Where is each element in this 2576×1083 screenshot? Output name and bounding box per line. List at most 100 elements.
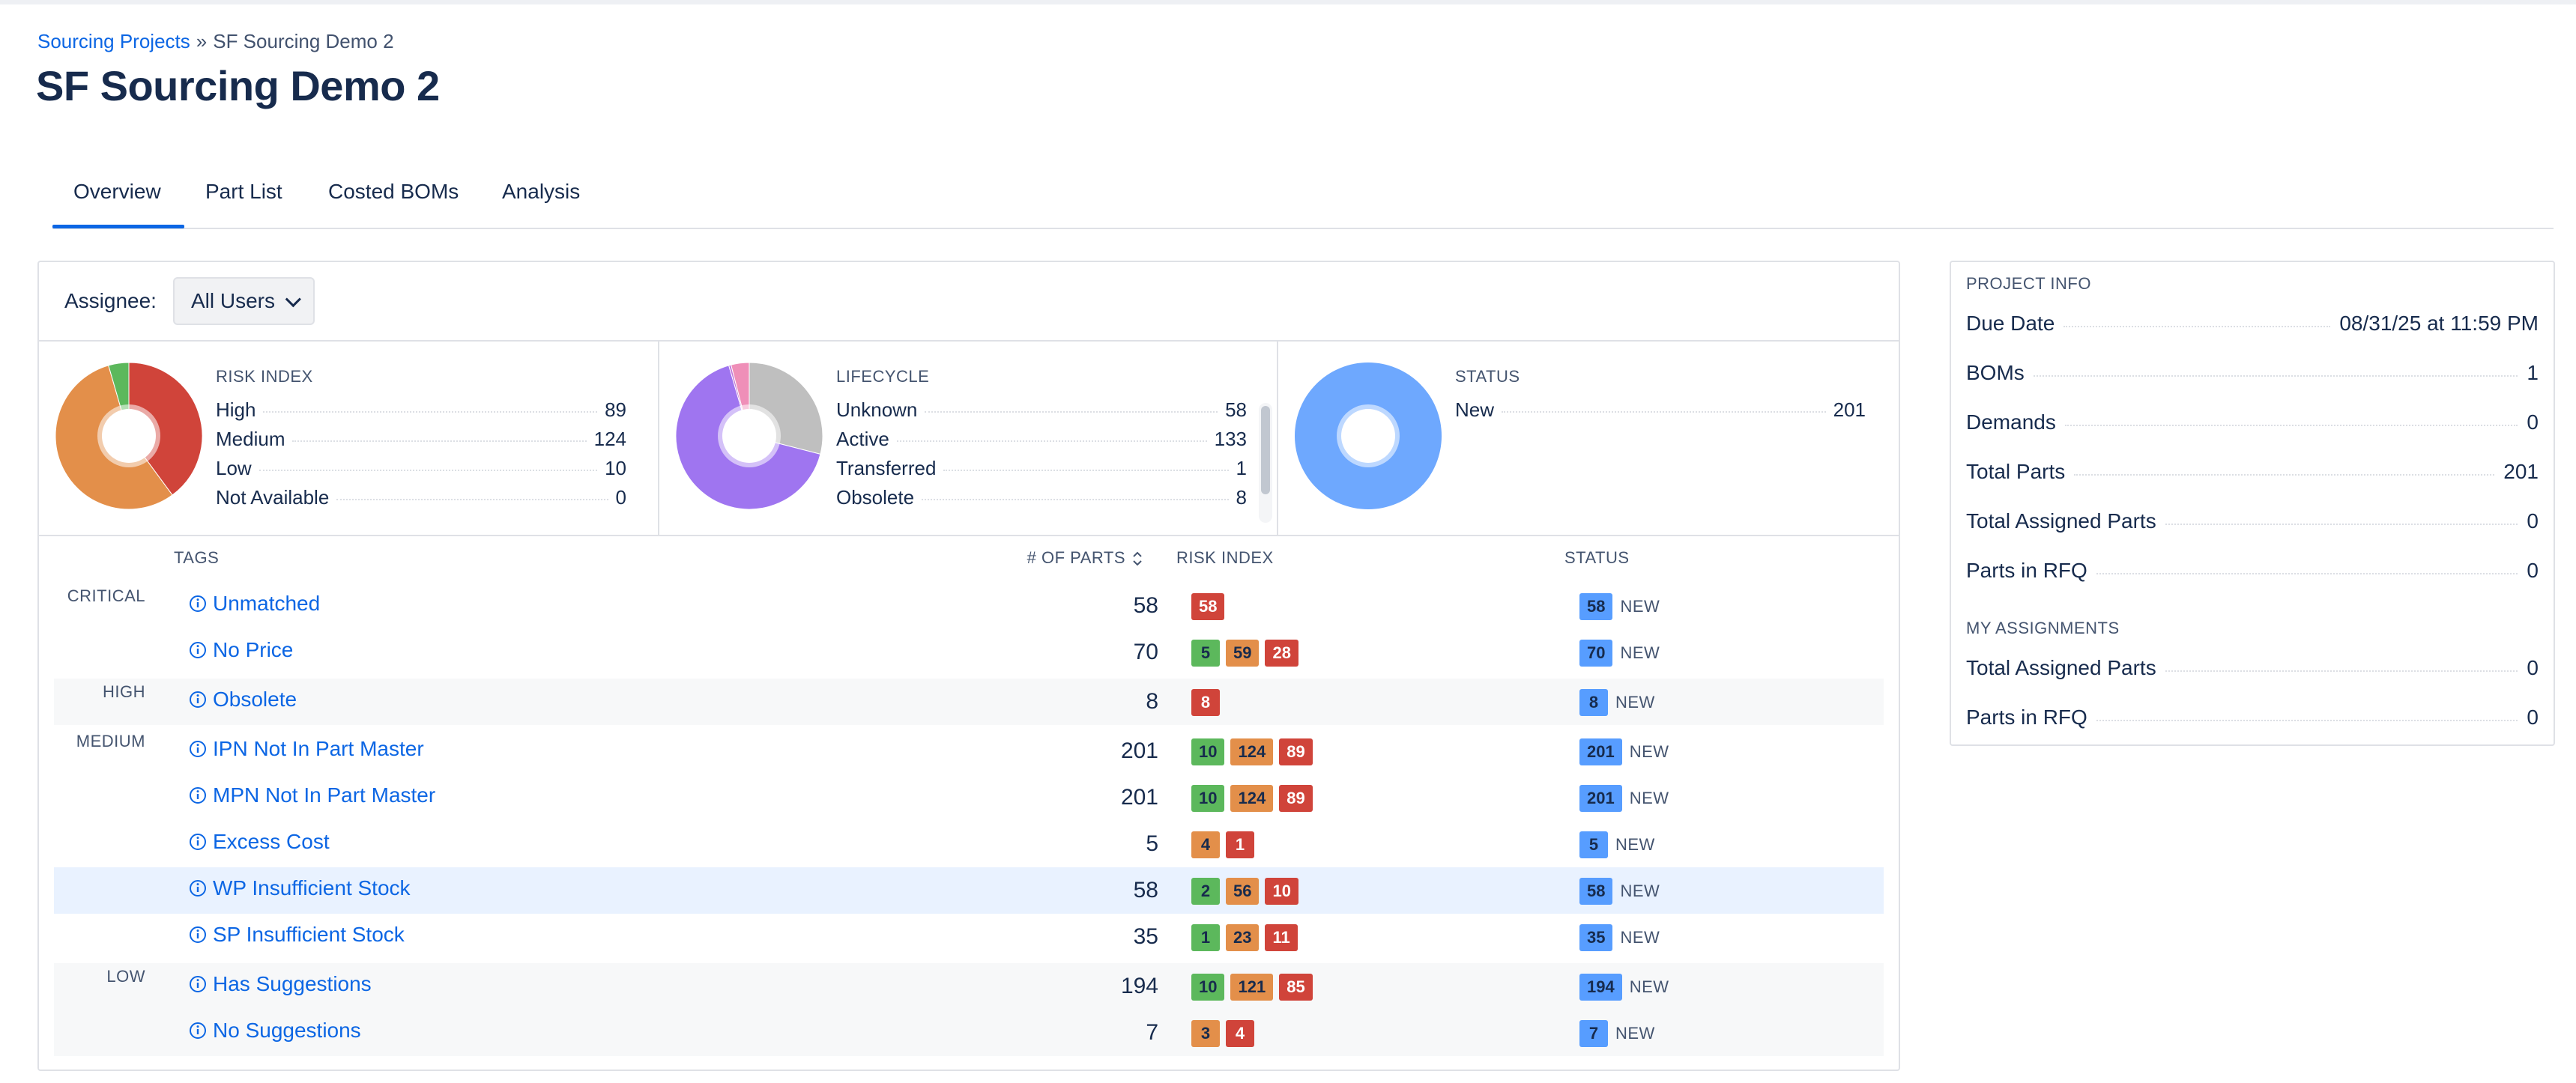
info-circle-icon[interactable]: [189, 1022, 207, 1040]
tag-link[interactable]: IPN Not In Part Master: [189, 737, 424, 761]
risk-badge-red[interactable]: 28: [1265, 640, 1298, 667]
risk-index-legend-row[interactable]: Not Available 0: [216, 483, 626, 512]
tag-link[interactable]: Has Suggestions: [189, 972, 372, 996]
tag-name[interactable]: Excess Cost: [213, 830, 330, 853]
tag-link[interactable]: No Suggestions: [189, 1019, 361, 1043]
tag-link[interactable]: Excess Cost: [189, 830, 330, 854]
risk-badge-red[interactable]: 1: [1226, 831, 1254, 858]
status-legend-row[interactable]: New 201: [1455, 395, 1866, 425]
risk-badge-green[interactable]: 10: [1191, 785, 1225, 812]
breadcrumb-link-sourcing-projects[interactable]: Sourcing Projects: [37, 30, 190, 52]
assignee-select[interactable]: All Users: [172, 277, 315, 325]
tab-part-list[interactable]: Part List: [205, 180, 282, 203]
tag-name[interactable]: No Suggestions: [213, 1019, 361, 1042]
info-circle-icon[interactable]: [189, 833, 207, 851]
risk-index-legend-row[interactable]: High 89: [216, 395, 626, 425]
status-badge[interactable]: 201: [1579, 738, 1622, 765]
table-row[interactable]: No Price 70 5 59 28 70 NEW: [54, 629, 1884, 676]
tag-link[interactable]: No Price: [189, 638, 293, 662]
table-row[interactable]: Excess Cost 5 4 1 5 NEW: [54, 821, 1884, 867]
risk-index-legend-row[interactable]: Medium 124: [216, 425, 626, 454]
project-info-row: BOMs 1: [1966, 358, 2539, 388]
risk-badge-red[interactable]: 11: [1265, 924, 1298, 951]
risk-index-legend-row[interactable]: Low 10: [216, 454, 626, 483]
lifecycle-legend-label: Transferred: [836, 457, 937, 479]
table-row[interactable]: SP Insufficient Stock 35 1 23 11 35 NEW: [54, 914, 1884, 960]
info-circle-icon[interactable]: [189, 740, 207, 758]
risk-badge-green[interactable]: 10: [1191, 738, 1225, 765]
tag-name[interactable]: WP Insufficient Stock: [213, 876, 411, 900]
tag-link[interactable]: MPN Not In Part Master: [189, 783, 435, 807]
tab-analysis[interactable]: Analysis: [502, 180, 581, 203]
status-badge[interactable]: 70: [1579, 640, 1613, 667]
lifecycle-legend-row[interactable]: Transferred 1: [836, 454, 1247, 483]
risk-badge-orange[interactable]: 4: [1191, 831, 1220, 858]
table-row[interactable]: MPN Not In Part Master 201 10 124 89 201 NEW: [54, 774, 1884, 821]
tag-link[interactable]: Unmatched: [189, 592, 320, 616]
dotted-leader: [2074, 474, 2495, 476]
risk-badge-orange[interactable]: 121: [1230, 974, 1274, 1001]
tag-name[interactable]: MPN Not In Part Master: [213, 783, 436, 807]
risk-badge-red[interactable]: 89: [1279, 738, 1313, 765]
risk-badge-red[interactable]: 85: [1279, 974, 1313, 1001]
status-badge[interactable]: 201: [1579, 785, 1622, 812]
status-badge[interactable]: 194: [1579, 974, 1622, 1001]
status-badge[interactable]: 7: [1579, 1020, 1608, 1047]
tag-name[interactable]: Obsolete: [213, 688, 297, 711]
risk-badge-orange[interactable]: 124: [1230, 738, 1274, 765]
risk-badge-red[interactable]: 10: [1265, 878, 1298, 905]
risk-badge-red[interactable]: 8: [1191, 689, 1220, 716]
lifecycle-legend-row[interactable]: Obsolete 8: [836, 483, 1247, 512]
info-circle-icon[interactable]: [189, 595, 207, 613]
status-badge[interactable]: 58: [1579, 878, 1613, 905]
lifecycle-legend-row[interactable]: Unknown 58: [836, 395, 1247, 425]
table-row[interactable]: MEDIUM IPN Not In Part Master 201 10 124 89 20…: [54, 728, 1884, 774]
dotted-leader: [2096, 720, 2518, 721]
tag-name[interactable]: SP Insufficient Stock: [213, 923, 405, 946]
info-circle-icon[interactable]: [189, 926, 207, 944]
lifecycle-scrollbar-thumb[interactable]: [1261, 406, 1270, 494]
info-circle-icon[interactable]: [189, 975, 207, 993]
info-circle-icon[interactable]: [189, 641, 207, 659]
status-badge[interactable]: 5: [1579, 831, 1608, 858]
status-badge[interactable]: 8: [1579, 689, 1608, 716]
tag-name[interactable]: No Price: [213, 638, 294, 661]
status-badge[interactable]: 58: [1579, 593, 1613, 620]
tag-link[interactable]: SP Insufficient Stock: [189, 923, 405, 947]
tag-link[interactable]: WP Insufficient Stock: [189, 876, 411, 900]
tab-costed-boms[interactable]: Costed BOMs: [328, 180, 459, 203]
risk-badge-green[interactable]: 1: [1191, 924, 1220, 951]
risk-badge-orange[interactable]: 59: [1226, 640, 1260, 667]
risk-badge-orange[interactable]: 3: [1191, 1020, 1220, 1047]
lifecycle-scrollbar[interactable]: [1259, 403, 1272, 523]
tag-name[interactable]: Has Suggestions: [213, 972, 372, 995]
status-badge[interactable]: 35: [1579, 924, 1613, 951]
risk-badge-red[interactable]: 89: [1279, 785, 1313, 812]
lifecycle-legend-value: 8: [1236, 486, 1247, 509]
tag-link[interactable]: Obsolete: [189, 688, 297, 712]
info-circle-icon[interactable]: [189, 879, 207, 897]
tag-name[interactable]: Unmatched: [213, 592, 321, 615]
table-row[interactable]: No Suggestions 7 3 4 7 NEW: [54, 1010, 1884, 1056]
tag-name[interactable]: IPN Not In Part Master: [213, 737, 424, 760]
sort-icon[interactable]: [1131, 550, 1143, 567]
tab-overview[interactable]: Overview: [73, 180, 161, 203]
risk-badge-green[interactable]: 10: [1191, 974, 1225, 1001]
project-info-value: 0: [2527, 509, 2539, 533]
lifecycle-legend-row[interactable]: Active 133: [836, 425, 1247, 454]
table-row[interactable]: HIGH Obsolete 8 8 8 NEW: [54, 679, 1884, 725]
info-circle-icon[interactable]: [189, 691, 207, 709]
risk-badge-red[interactable]: 58: [1191, 593, 1225, 620]
risk-badge-red[interactable]: 4: [1226, 1020, 1254, 1047]
table-row[interactable]: CRITICAL Unmatched 58 58 58 NEW: [54, 583, 1884, 629]
info-circle-icon[interactable]: [189, 786, 207, 804]
table-row[interactable]: LOW Has Suggestions 194 10 121 85 194 NEW: [54, 963, 1884, 1010]
risk-badge-orange[interactable]: 56: [1226, 878, 1260, 905]
risk-badge-green[interactable]: 5: [1191, 640, 1220, 667]
risk-badge-green[interactable]: 2: [1191, 878, 1220, 905]
risk-index-title: RISK INDEX: [216, 367, 313, 386]
column-header-parts[interactable]: # OF PARTS: [923, 548, 1143, 568]
risk-badge-orange[interactable]: 23: [1226, 924, 1260, 951]
table-row[interactable]: WP Insufficient Stock 58 2 56 10 58 NEW: [54, 867, 1884, 914]
risk-badge-orange[interactable]: 124: [1230, 785, 1274, 812]
